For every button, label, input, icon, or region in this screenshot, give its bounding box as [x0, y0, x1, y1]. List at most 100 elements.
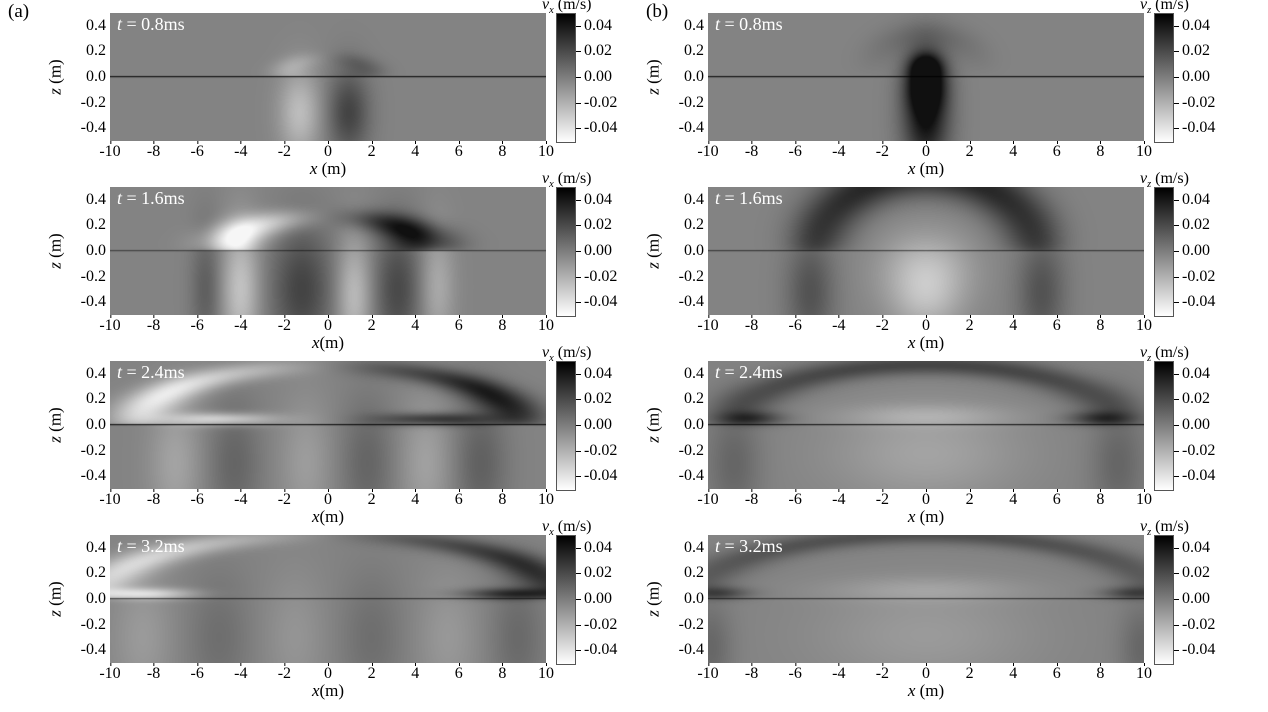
z-axis-label-vx-1: z (m) [46, 187, 66, 315]
label-unit: = 3.2ms [122, 536, 185, 556]
label-unit: (m) [46, 581, 66, 611]
z-axis-label-vz-1: z (m) [644, 187, 664, 315]
label-unit: (m) [644, 233, 664, 263]
colorbar-tick-label: -0.04 [575, 293, 618, 311]
time-label: t = 1.6ms [715, 188, 783, 209]
x-tick-label: -8 [744, 315, 759, 334]
z-tick-label: -0.4 [80, 467, 106, 485]
x-tick-label: 2 [965, 489, 974, 508]
label-unit: = 2.4ms [122, 362, 185, 382]
variable-symbol: x [907, 681, 916, 700]
colorbar-tick-labels: 0.04 0.02 0.00 -0.02 -0.04 [575, 187, 634, 315]
label-unit: (m) [915, 507, 945, 526]
label-unit: (m) [644, 581, 664, 611]
colorbar-tick-label: -0.02 [1173, 441, 1216, 459]
label-unit: = 1.6ms [720, 188, 783, 208]
heatmap-canvas-vz-t2 [708, 361, 1144, 489]
z-tick-label: 0.2 [684, 390, 704, 408]
z-tick-label: -0.4 [80, 119, 106, 137]
colorbar-tick-labels: 0.04 0.02 0.00 -0.02 -0.04 [1173, 187, 1232, 315]
colorbar-title: vx (m/s) [542, 344, 592, 364]
colorbar-tick-label: 0.02 [576, 390, 612, 408]
colorbar-tick-label: 0.00 [1174, 416, 1210, 433]
x-tick-labels: -10 -8 -6 -4 -2 0 2 4 6 8 10 [99, 315, 554, 334]
x-tick-label: 10 [1136, 489, 1152, 508]
colorbar-tick-label: 0.02 [1174, 216, 1210, 234]
z-axis-label-text: z (m) [644, 233, 664, 268]
label-unit: (m/s) [553, 170, 592, 187]
x-tick-label: 0 [922, 141, 930, 160]
heatmap-canvas-vz-t0 [708, 13, 1144, 141]
heatmap-canvas-vx-t3 [110, 535, 546, 663]
variable-symbol: v [542, 0, 550, 13]
z-tick-label: -0.2 [678, 93, 704, 111]
time-label: t = 0.8ms [117, 14, 185, 35]
subplot-vx-t0: z (m) 0.4 0.2 0.0 -0.2 -0.4 t = 0.8ms -10 -8 -6 -4… [46, 0, 634, 179]
colorbar-tick-label: -0.02 [1173, 267, 1216, 285]
x-tick-label: 8 [1096, 489, 1105, 508]
variable-symbol: z [46, 436, 66, 443]
label-unit: (m) [46, 233, 66, 263]
colorbar-gradient [1154, 13, 1174, 143]
colorbar-tick-label: -0.02 [575, 93, 618, 111]
colorbar-tick-labels: 0.04 0.02 0.00 -0.02 -0.04 [575, 535, 634, 663]
x-tick-label: -4 [234, 141, 248, 160]
x-tick-labels: -10 -8 -6 -4 -2 0 2 4 6 8 10 [99, 663, 554, 682]
x-tick-label: 2 [965, 663, 974, 682]
x-tick-label: 8 [498, 663, 507, 682]
z-tick-label: -0.4 [80, 293, 106, 311]
z-tick-label: 0.4 [86, 364, 106, 382]
x-tick-label: 6 [454, 663, 463, 682]
x-tick-labels: -10 -8 -6 -4 -2 0 2 4 6 8 10 [697, 663, 1152, 682]
x-tick-label: -6 [788, 141, 802, 160]
colorbar-title: vz (m/s) [1140, 0, 1189, 16]
x-tick-label: 0 [922, 663, 930, 682]
x-tick-label: -10 [99, 141, 121, 160]
z-tick-label: 0.0 [684, 590, 704, 607]
variable-symbol: t [117, 14, 123, 34]
z-tick-label: 0.4 [86, 16, 106, 34]
variable-symbol: t [117, 188, 123, 208]
x-tick-label: -8 [146, 315, 161, 334]
x-axis-label: x(m) [110, 333, 546, 353]
variable-symbol: v [1140, 0, 1148, 13]
x-tick-label: 10 [538, 489, 554, 508]
colorbar-tick-label: 0.04 [576, 538, 612, 556]
heatmap-plot-vz-t0: t = 0.8ms [708, 13, 1144, 141]
x-tick-label: 2 [367, 663, 376, 682]
heatmap-plot-vz-t1: t = 1.6ms [708, 187, 1144, 315]
variable-subscript: z [1147, 527, 1152, 539]
subplot-vx-t2: z (m) 0.4 0.2 0.0 -0.2 -0.4 t = 2.4ms -10 -8 -6 -4… [46, 344, 634, 527]
x-tick-label: 8 [1096, 141, 1105, 160]
z-axis-label-text: z (m) [46, 59, 66, 94]
variable-symbol: v [542, 518, 550, 535]
x-tick-label: 8 [498, 489, 507, 508]
label-unit: (m) [46, 407, 66, 437]
x-tick-label: 4 [1009, 489, 1018, 508]
label-unit: (m/s) [1151, 0, 1189, 13]
variable-subscript: z [1147, 5, 1152, 17]
x-tick-label: 2 [965, 315, 974, 334]
variable-subscript: x [549, 527, 554, 539]
x-tick-labels: -10 -8 -6 -4 -2 0 2 4 6 8 10 [99, 141, 554, 160]
z-tick-label: 0.4 [684, 538, 704, 556]
colorbar-tick-label: 0.04 [1174, 190, 1210, 208]
colorbar-tick-label: 0.04 [576, 364, 612, 382]
z-tick-label: 0.4 [86, 190, 106, 208]
time-label: t = 2.4ms [117, 362, 185, 383]
heatmap-plot-vx-t1: t = 1.6ms [110, 187, 546, 315]
subplot-vx-t3: z (m) 0.4 0.2 0.0 -0.2 -0.4 t = 3.2ms -10 -8 -6 -4… [46, 518, 634, 701]
z-tick-label: -0.4 [678, 293, 704, 311]
colorbar-gradient [1154, 187, 1174, 317]
x-tick-label: 8 [1096, 663, 1105, 682]
z-tick-label: 0.2 [684, 216, 704, 234]
x-tick-label: -8 [146, 663, 161, 682]
heatmap-plot-vz-t3: t = 3.2ms [708, 535, 1144, 663]
panel-a: (a) z (m) 0.4 0.2 0.0 -0.2 -0.4 t = 0.8ms -10 -8… [6, 0, 634, 701]
variable-subscript: x [549, 179, 554, 191]
x-tick-label: -2 [875, 315, 890, 334]
colorbar-vx-t2: vx (m/s) [542, 344, 592, 491]
colorbar-tick-labels: 0.04 0.02 0.00 -0.02 -0.04 [575, 13, 634, 141]
variable-symbol: t [117, 362, 123, 382]
variable-subscript: x [549, 5, 554, 17]
